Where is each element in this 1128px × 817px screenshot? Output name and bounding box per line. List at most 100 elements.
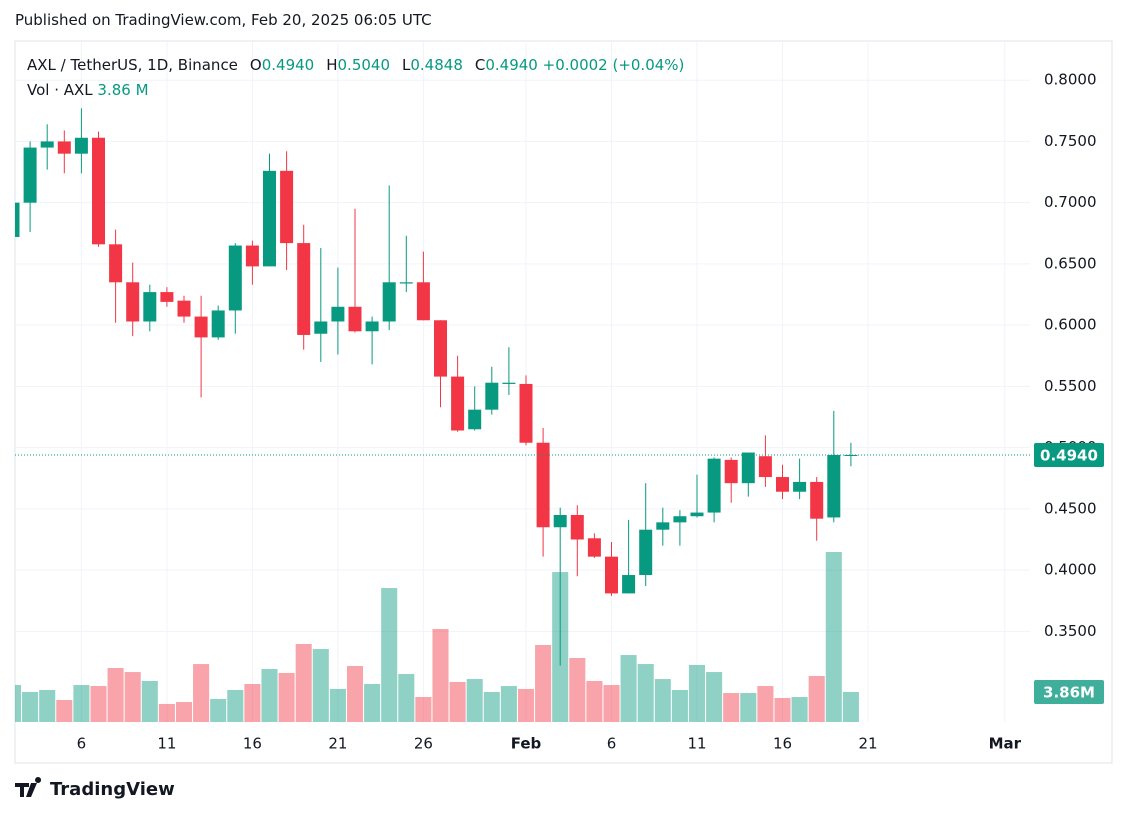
candle-body xyxy=(297,243,311,335)
x-tick-label: 26 xyxy=(414,735,433,753)
y-tick-label: 0.6000 xyxy=(1044,316,1097,334)
volume-bar xyxy=(535,645,552,722)
candle-body xyxy=(160,292,174,302)
volume-bar xyxy=(39,689,56,722)
x-tick-label: 21 xyxy=(858,735,877,753)
y-tick-label: 0.5500 xyxy=(1044,377,1097,395)
candle-body xyxy=(331,306,345,322)
volume-bar xyxy=(329,688,346,722)
volume-bar xyxy=(346,665,364,722)
candle-body xyxy=(23,147,37,203)
candle-body xyxy=(15,202,20,237)
volume-tag-bg xyxy=(1034,680,1104,705)
candle-body xyxy=(40,141,54,148)
candle-body xyxy=(280,170,294,244)
candle-body xyxy=(365,321,379,332)
volume-bar xyxy=(175,702,193,722)
candle-body xyxy=(194,316,208,338)
candle-body xyxy=(758,456,772,478)
symbol: AXL / TetherUS, 1D, Binance xyxy=(27,56,238,74)
volume-bar xyxy=(620,655,637,722)
volume-bar xyxy=(466,679,483,722)
ohlc-value: 0.4940 xyxy=(485,56,538,74)
candle-body xyxy=(519,383,533,443)
price-tag: 0.4940 xyxy=(1040,446,1098,464)
candle-body xyxy=(587,538,601,557)
volume-bar xyxy=(210,699,227,722)
volume-bar xyxy=(244,684,261,722)
volume-bar xyxy=(825,552,842,722)
volume-layer xyxy=(15,552,859,722)
y-tick-label: 0.8000 xyxy=(1044,71,1097,89)
volume-bar xyxy=(364,684,381,722)
volume-label: Vol · AXL xyxy=(27,81,93,99)
price-tag-bg xyxy=(1034,442,1104,467)
volume-bar xyxy=(261,669,278,722)
ohlc-key: O xyxy=(249,56,262,74)
chart-frame xyxy=(14,40,1113,764)
candle-body xyxy=(382,282,396,322)
volume-value: 3.86 M xyxy=(97,81,149,99)
volume-bar xyxy=(671,689,688,722)
candle-body xyxy=(622,575,636,594)
volume-bar xyxy=(688,664,706,722)
volume-bar xyxy=(517,688,535,722)
volume-bar xyxy=(312,649,329,722)
ohlc-key: C xyxy=(474,56,486,74)
candle-body xyxy=(827,454,841,518)
candle-body xyxy=(502,382,516,384)
axes: 0.35000.40000.45000.50000.55000.60000.65… xyxy=(15,71,1104,753)
volume-bar xyxy=(842,692,859,722)
volume-bar xyxy=(500,686,517,722)
volume-bar xyxy=(90,686,107,722)
candle-body xyxy=(485,382,499,410)
y-tick-label: 0.7000 xyxy=(1044,193,1097,211)
x-tick-label: 16 xyxy=(243,735,262,753)
candle-layer xyxy=(15,108,858,666)
volume-bar xyxy=(56,700,73,722)
volume-bar xyxy=(757,686,774,722)
change: +0.0002 (+0.04%) xyxy=(542,56,685,74)
candle-body xyxy=(228,245,242,311)
x-tick-label: 11 xyxy=(687,735,706,753)
legend-row: AXL / TetherUS, 1D, Binance O0.4940 H0.504… xyxy=(27,53,684,78)
volume-bar xyxy=(706,672,723,722)
ohlc-value: 0.4940 xyxy=(261,56,315,74)
volume-bar xyxy=(483,692,500,722)
volume-tag: 3.86M xyxy=(1043,684,1095,702)
candle-body xyxy=(741,452,755,484)
candle-body xyxy=(399,282,413,284)
x-tick-label: Mar xyxy=(989,735,1022,753)
volume-bar xyxy=(107,668,124,722)
candle-body xyxy=(793,481,807,492)
candle-body xyxy=(143,292,157,322)
candle-body xyxy=(468,409,482,430)
candle-body xyxy=(844,454,858,456)
x-tick-label: 6 xyxy=(77,735,87,753)
candle-body xyxy=(348,306,362,332)
candle-body xyxy=(434,320,447,377)
volume-bar xyxy=(415,696,432,722)
candle-body xyxy=(673,516,687,523)
ohlc-value: 0.4848 xyxy=(410,56,463,74)
candle-body xyxy=(536,442,550,528)
grid xyxy=(15,41,1030,722)
volume-bar xyxy=(398,673,415,722)
y-tick-label: 0.4500 xyxy=(1044,499,1097,517)
volume-bar xyxy=(141,680,158,722)
volume-bar xyxy=(569,657,586,722)
volume-bar xyxy=(227,689,244,722)
ohlc-key: H xyxy=(326,56,338,74)
candle-body xyxy=(263,170,276,267)
legend-row: Vol · AXL 3.86 M xyxy=(27,78,684,103)
candle-body xyxy=(451,376,465,431)
brand: TradingView xyxy=(50,779,175,800)
volume-bar xyxy=(295,643,312,722)
volume-bar xyxy=(278,672,295,722)
candle-body xyxy=(776,477,789,492)
legend: AXL / TetherUS, 1D, Binance O0.4940 H0.504… xyxy=(27,53,684,103)
y-tick-label: 0.3500 xyxy=(1044,622,1097,640)
x-tick-label: 6 xyxy=(607,735,617,753)
ohlc-key: L xyxy=(402,56,411,74)
